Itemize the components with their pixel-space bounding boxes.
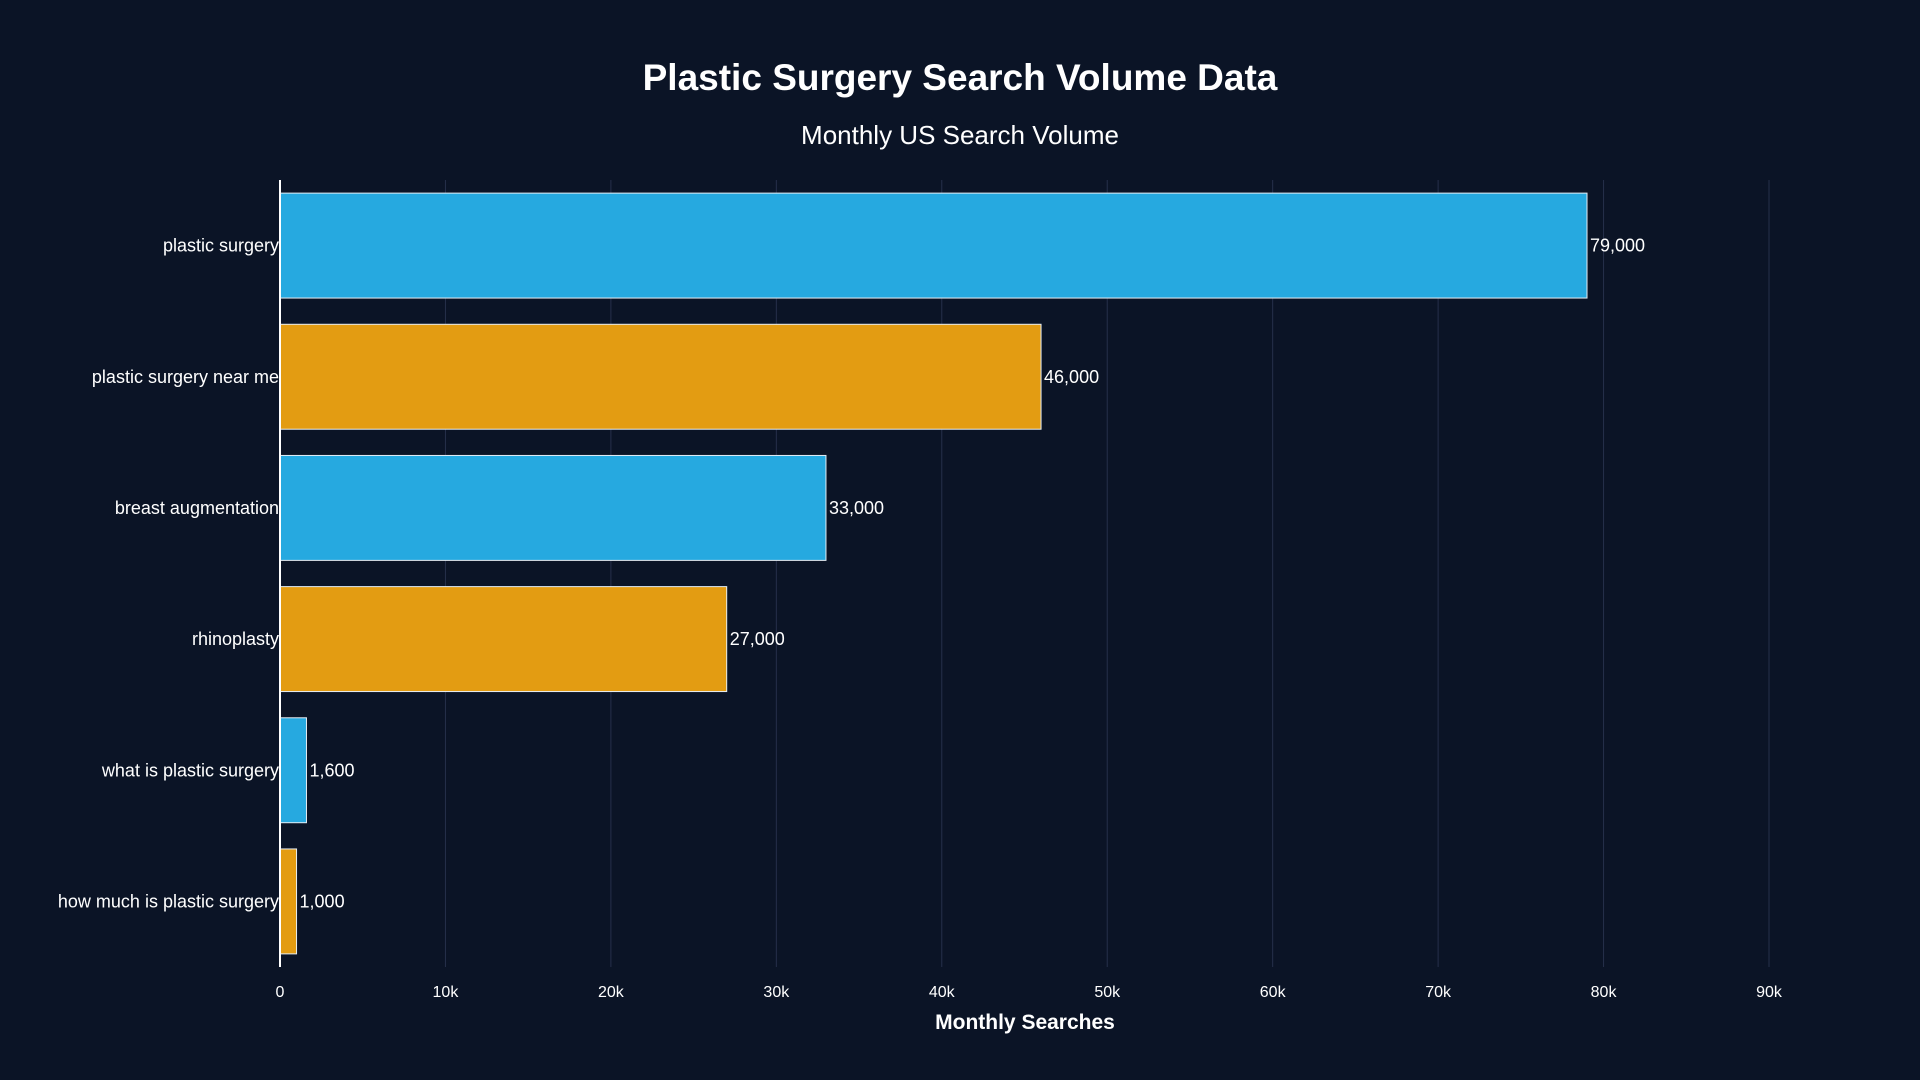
value-label: 27,000 xyxy=(730,629,785,649)
x-tick-label: 10k xyxy=(433,984,460,1001)
x-tick-label: 20k xyxy=(598,984,625,1001)
category-label: rhinoplasty xyxy=(192,629,279,649)
bar xyxy=(279,454,827,561)
value-label: 79,000 xyxy=(1590,236,1645,256)
value-label: 1,600 xyxy=(309,760,354,780)
x-ticks: 0 10k 20k 30k 40k 50k 60k 70k 80k 90k xyxy=(276,984,1783,1001)
gridlines xyxy=(444,180,1770,967)
x-tick-label: 80k xyxy=(1591,984,1618,1001)
category-label: how much is plastic surgery xyxy=(58,891,279,911)
chart-subtitle: Monthly US Search Volume xyxy=(801,120,1119,150)
bars: plastic surgery 79,000 plastic surgery nea… xyxy=(58,192,1645,955)
value-label: 1,000 xyxy=(300,891,345,911)
bar xyxy=(279,586,728,693)
category-label: breast augmentation xyxy=(115,498,279,518)
bar xyxy=(279,717,307,824)
x-tick-label: 30k xyxy=(763,984,790,1001)
bar xyxy=(279,323,1042,430)
value-label: 33,000 xyxy=(829,498,884,518)
x-axis-label: Monthly Searches xyxy=(935,1011,1115,1034)
x-tick-label: 50k xyxy=(1094,984,1121,1001)
category-label: plastic surgery near me xyxy=(92,367,279,387)
x-tick-label: 0 xyxy=(276,984,285,1001)
value-label: 46,000 xyxy=(1044,367,1099,387)
category-label: what is plastic surgery xyxy=(101,760,279,780)
category-label: plastic surgery xyxy=(163,236,279,256)
bar xyxy=(279,848,298,955)
x-tick-label: 90k xyxy=(1756,984,1783,1001)
chart-title: Plastic Surgery Search Volume Data xyxy=(643,57,1278,98)
bar xyxy=(279,192,1588,299)
x-tick-label: 40k xyxy=(929,984,956,1001)
x-tick-label: 60k xyxy=(1260,984,1287,1001)
x-tick-label: 70k xyxy=(1425,984,1452,1001)
